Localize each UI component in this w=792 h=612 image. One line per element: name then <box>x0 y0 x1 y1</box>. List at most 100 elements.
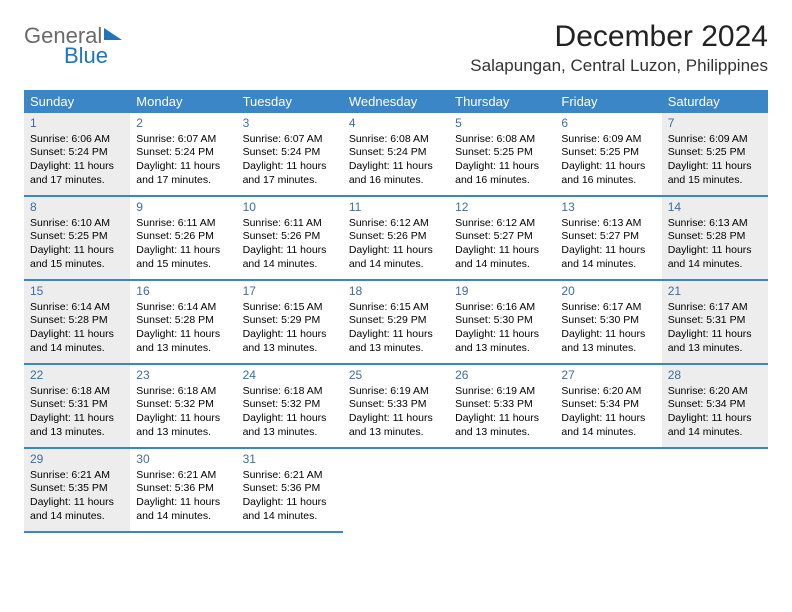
sunset-line: Sunset: 5:30 PM <box>455 314 549 328</box>
logo-mark-icon <box>104 28 122 40</box>
daylight-line: Daylight: 11 hours and 13 minutes. <box>455 328 549 355</box>
week-separator-cell <box>555 531 661 533</box>
sunset-line: Sunset: 5:36 PM <box>243 482 337 496</box>
calendar-day-cell: 13Sunrise: 6:13 AMSunset: 5:27 PMDayligh… <box>555 197 661 279</box>
sunrise-line: Sunrise: 6:13 AM <box>561 217 655 231</box>
daylight-line: Daylight: 11 hours and 14 minutes. <box>30 328 124 355</box>
day-number: 24 <box>243 368 337 384</box>
calendar-day-cell: 15Sunrise: 6:14 AMSunset: 5:28 PMDayligh… <box>24 281 130 363</box>
calendar-day-cell: 25Sunrise: 6:19 AMSunset: 5:33 PMDayligh… <box>343 365 449 447</box>
day-number: 11 <box>349 200 443 216</box>
daylight-line: Daylight: 11 hours and 14 minutes. <box>455 244 549 271</box>
sunrise-line: Sunrise: 6:12 AM <box>349 217 443 231</box>
calendar-day-cell: 6Sunrise: 6:09 AMSunset: 5:25 PMDaylight… <box>555 113 661 195</box>
sunrise-line: Sunrise: 6:18 AM <box>243 385 337 399</box>
calendar-day-cell: 16Sunrise: 6:14 AMSunset: 5:28 PMDayligh… <box>130 281 236 363</box>
weekday-header: Tuesday <box>237 90 343 113</box>
weekday-header: Sunday <box>24 90 130 113</box>
daylight-line: Daylight: 11 hours and 14 minutes. <box>349 244 443 271</box>
sunrise-line: Sunrise: 6:17 AM <box>668 301 762 315</box>
sunset-line: Sunset: 5:24 PM <box>349 146 443 160</box>
calendar-day-cell: 10Sunrise: 6:11 AMSunset: 5:26 PMDayligh… <box>237 197 343 279</box>
daylight-line: Daylight: 11 hours and 15 minutes. <box>30 244 124 271</box>
sunrise-line: Sunrise: 6:06 AM <box>30 133 124 147</box>
week-separator-cell <box>343 531 449 533</box>
calendar-day-cell: 12Sunrise: 6:12 AMSunset: 5:27 PMDayligh… <box>449 197 555 279</box>
sunset-line: Sunset: 5:26 PM <box>243 230 337 244</box>
daylight-line: Daylight: 11 hours and 13 minutes. <box>561 328 655 355</box>
day-number: 23 <box>136 368 230 384</box>
calendar-day-cell: 26Sunrise: 6:19 AMSunset: 5:33 PMDayligh… <box>449 365 555 447</box>
day-number: 27 <box>561 368 655 384</box>
sunset-line: Sunset: 5:25 PM <box>668 146 762 160</box>
calendar-day-cell: 29Sunrise: 6:21 AMSunset: 5:35 PMDayligh… <box>24 449 130 531</box>
sunrise-line: Sunrise: 6:20 AM <box>668 385 762 399</box>
month-title: December 2024 <box>470 20 768 54</box>
sunset-line: Sunset: 5:33 PM <box>455 398 549 412</box>
sunrise-line: Sunrise: 6:19 AM <box>349 385 443 399</box>
week-separator-cell <box>24 531 130 533</box>
calendar-table: Sunday Monday Tuesday Wednesday Thursday… <box>24 90 768 533</box>
calendar-day-cell: 14Sunrise: 6:13 AMSunset: 5:28 PMDayligh… <box>662 197 768 279</box>
calendar-day-cell: 27Sunrise: 6:20 AMSunset: 5:34 PMDayligh… <box>555 365 661 447</box>
location: Salapungan, Central Luzon, Philippines <box>470 56 768 76</box>
sunrise-line: Sunrise: 6:16 AM <box>455 301 549 315</box>
daylight-line: Daylight: 11 hours and 17 minutes. <box>30 160 124 187</box>
calendar-day-cell: 21Sunrise: 6:17 AMSunset: 5:31 PMDayligh… <box>662 281 768 363</box>
daylight-line: Daylight: 11 hours and 13 minutes. <box>349 328 443 355</box>
daylight-line: Daylight: 11 hours and 13 minutes. <box>136 412 230 439</box>
calendar-day-cell: 19Sunrise: 6:16 AMSunset: 5:30 PMDayligh… <box>449 281 555 363</box>
calendar-day-cell: 30Sunrise: 6:21 AMSunset: 5:36 PMDayligh… <box>130 449 236 531</box>
day-number: 26 <box>455 368 549 384</box>
daylight-line: Daylight: 11 hours and 13 minutes. <box>455 412 549 439</box>
sunset-line: Sunset: 5:36 PM <box>136 482 230 496</box>
sunrise-line: Sunrise: 6:18 AM <box>30 385 124 399</box>
sunset-line: Sunset: 5:33 PM <box>349 398 443 412</box>
sunset-line: Sunset: 5:34 PM <box>668 398 762 412</box>
day-number: 3 <box>243 116 337 132</box>
calendar-day-cell: 9Sunrise: 6:11 AMSunset: 5:26 PMDaylight… <box>130 197 236 279</box>
day-number: 15 <box>30 284 124 300</box>
week-separator-cell <box>237 531 343 533</box>
calendar-week-row: 22Sunrise: 6:18 AMSunset: 5:31 PMDayligh… <box>24 365 768 447</box>
sunset-line: Sunset: 5:35 PM <box>30 482 124 496</box>
calendar-week-row: 15Sunrise: 6:14 AMSunset: 5:28 PMDayligh… <box>24 281 768 363</box>
daylight-line: Daylight: 11 hours and 14 minutes. <box>30 496 124 523</box>
calendar-day-cell <box>662 449 768 531</box>
calendar-day-cell: 7Sunrise: 6:09 AMSunset: 5:25 PMDaylight… <box>662 113 768 195</box>
weekday-header: Thursday <box>449 90 555 113</box>
day-number: 1 <box>30 116 124 132</box>
calendar-day-cell: 31Sunrise: 6:21 AMSunset: 5:36 PMDayligh… <box>237 449 343 531</box>
sunset-line: Sunset: 5:24 PM <box>30 146 124 160</box>
sunrise-line: Sunrise: 6:19 AM <box>455 385 549 399</box>
sunset-line: Sunset: 5:26 PM <box>136 230 230 244</box>
sunset-line: Sunset: 5:34 PM <box>561 398 655 412</box>
sunset-line: Sunset: 5:29 PM <box>349 314 443 328</box>
calendar-day-cell: 4Sunrise: 6:08 AMSunset: 5:24 PMDaylight… <box>343 113 449 195</box>
title-block: December 2024 Salapungan, Central Luzon,… <box>470 20 768 86</box>
day-number: 18 <box>349 284 443 300</box>
calendar-day-cell: 18Sunrise: 6:15 AMSunset: 5:29 PMDayligh… <box>343 281 449 363</box>
day-number: 13 <box>561 200 655 216</box>
sunset-line: Sunset: 5:25 PM <box>455 146 549 160</box>
daylight-line: Daylight: 11 hours and 16 minutes. <box>349 160 443 187</box>
day-number: 5 <box>455 116 549 132</box>
calendar-day-cell: 2Sunrise: 6:07 AMSunset: 5:24 PMDaylight… <box>130 113 236 195</box>
sunrise-line: Sunrise: 6:21 AM <box>30 469 124 483</box>
sunrise-line: Sunrise: 6:10 AM <box>30 217 124 231</box>
day-number: 2 <box>136 116 230 132</box>
day-number: 16 <box>136 284 230 300</box>
daylight-line: Daylight: 11 hours and 14 minutes. <box>243 244 337 271</box>
calendar-day-cell: 23Sunrise: 6:18 AMSunset: 5:32 PMDayligh… <box>130 365 236 447</box>
day-number: 29 <box>30 452 124 468</box>
day-number: 12 <box>455 200 549 216</box>
sunset-line: Sunset: 5:24 PM <box>136 146 230 160</box>
calendar-day-cell: 20Sunrise: 6:17 AMSunset: 5:30 PMDayligh… <box>555 281 661 363</box>
day-number: 22 <box>30 368 124 384</box>
logo: General Blue <box>24 26 122 66</box>
sunset-line: Sunset: 5:27 PM <box>455 230 549 244</box>
sunrise-line: Sunrise: 6:14 AM <box>136 301 230 315</box>
day-number: 20 <box>561 284 655 300</box>
daylight-line: Daylight: 11 hours and 14 minutes. <box>561 244 655 271</box>
daylight-line: Daylight: 11 hours and 13 minutes. <box>30 412 124 439</box>
